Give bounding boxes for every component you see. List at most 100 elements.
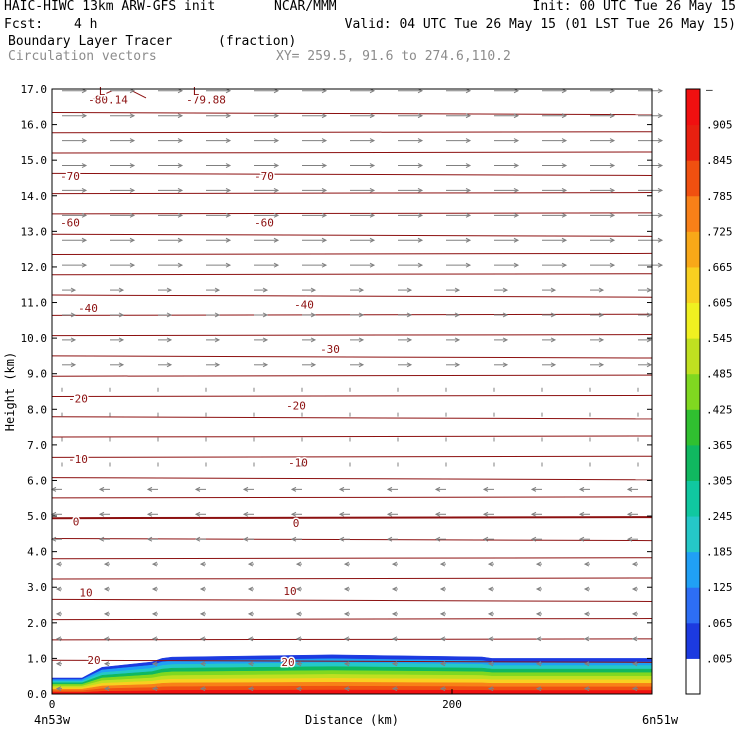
- vector-arrowhead: [199, 561, 206, 567]
- x-left-endpoint-label: 4n53w: [34, 713, 71, 727]
- vector-arrowhead: [103, 636, 110, 642]
- vector-arrowhead: [583, 661, 590, 667]
- vector-arrowhead: [561, 237, 568, 243]
- init-time: Init: 00 UTC Tue 26 May 15: [532, 0, 737, 14]
- vector-arrowhead: [530, 511, 537, 517]
- contour-line: [51, 111, 653, 116]
- vector-arrowhead: [439, 661, 446, 667]
- vector-arrowhead: [146, 536, 153, 542]
- x-axis-title: Distance (km): [305, 713, 399, 727]
- x-tick-label: 0: [49, 698, 56, 711]
- colorbar-frame: [685, 88, 701, 695]
- vector-arrowhead: [273, 212, 280, 218]
- contour-label: -80.14: [88, 94, 128, 107]
- contour-line: [51, 131, 653, 134]
- vector-arrowhead: [513, 113, 520, 119]
- vector-arrowhead: [214, 287, 221, 293]
- colorbar-label: .605: [706, 297, 733, 310]
- colorbar-label: .245: [706, 510, 733, 523]
- vector-arrowhead: [166, 312, 173, 318]
- vector-arrowhead: [55, 661, 62, 667]
- contour-line: [51, 638, 653, 641]
- vector-arrowhead: [214, 337, 221, 343]
- contour-line: [51, 192, 653, 195]
- vector-arrowhead: [561, 138, 568, 144]
- vector-arrowhead: [369, 212, 376, 218]
- vector-arrowhead: [487, 586, 494, 592]
- vector-arrowhead: [338, 511, 345, 517]
- contour-line: [51, 435, 653, 438]
- contour-label: 10: [283, 585, 296, 598]
- vector-arrowhead: [118, 337, 125, 343]
- vector-arrowhead: [502, 312, 509, 318]
- y-tick-label: 11.0: [21, 297, 48, 310]
- contour-label: 0: [293, 517, 300, 530]
- contour-label: -10: [288, 457, 308, 470]
- contour-label: -70: [60, 170, 80, 183]
- contour-label: L: [99, 85, 106, 98]
- vector-arrowhead: [583, 586, 590, 592]
- vector-arrowhead: [535, 636, 542, 642]
- vector-arrowhead: [550, 287, 557, 293]
- vector-arrowhead: [214, 312, 221, 318]
- contour-line: [51, 557, 653, 560]
- vector-arrowhead: [598, 312, 605, 318]
- vector-arrowhead: [310, 337, 317, 343]
- y-axis-title: Height (km): [3, 352, 17, 431]
- vector-arrowhead: [657, 113, 664, 119]
- vector-arrowhead: [502, 287, 509, 293]
- vector-arrowhead: [177, 262, 184, 268]
- vector-arrowhead: [550, 312, 557, 318]
- vector-arrowhead: [513, 187, 520, 193]
- y-tick-label: 3.0: [27, 581, 47, 594]
- vector-arrowhead: [295, 636, 302, 642]
- vector-arrowhead: [631, 661, 638, 667]
- contour-line: [51, 659, 653, 663]
- vector-arrowhead: [482, 511, 489, 517]
- field-units: (fraction): [218, 34, 297, 49]
- vector-arrowhead: [391, 661, 398, 667]
- contour-label: -60: [60, 216, 80, 229]
- contour-label: L: [193, 85, 200, 98]
- vector-arrowhead: [81, 212, 88, 218]
- vector-arrowhead: [343, 661, 350, 667]
- vector-arrowhead: [535, 686, 542, 692]
- colorbar-swatch: [686, 551, 700, 588]
- contour-line: [51, 334, 653, 337]
- colorbar-label: .005: [706, 652, 733, 665]
- vector-arrowhead: [417, 212, 424, 218]
- vector-arrowhead: [290, 511, 297, 517]
- vector-arrowhead: [657, 187, 664, 193]
- vector-arrowhead: [129, 237, 136, 243]
- vector-arrowhead: [295, 561, 302, 567]
- y-tick-label: 7.0: [27, 439, 47, 452]
- vector-arrowhead: [391, 686, 398, 692]
- vector-arrowhead: [358, 312, 365, 318]
- vector-arrowhead: [55, 686, 62, 692]
- vector-arrowhead: [199, 686, 206, 692]
- vector-arrowhead: [118, 312, 125, 318]
- vector-arrowhead: [439, 686, 446, 692]
- contour-label: -20: [286, 400, 306, 413]
- contour-label: -20: [68, 393, 88, 406]
- valid-time: Valid: 04 UTC Tue 26 May 15 (01 LST Tue …: [344, 17, 736, 32]
- vector-arrowhead: [583, 636, 590, 642]
- vector-arrowhead: [513, 138, 520, 144]
- vector-arrowhead: [247, 661, 254, 667]
- vector-arrowhead: [369, 262, 376, 268]
- vector-arrowhead: [177, 163, 184, 168]
- vector-arrowhead: [262, 362, 269, 368]
- vector-arrowhead: [273, 113, 280, 119]
- vector-arrowhead: [151, 661, 158, 667]
- vector-arrowhead: [465, 113, 472, 119]
- vector-arrowhead: [247, 636, 254, 642]
- vector-arrowhead: [194, 486, 201, 492]
- cross-section-coords: XY= 259.5, 91.6 to 274.6,110.2: [276, 49, 511, 64]
- vector-arrowhead: [439, 611, 446, 617]
- contour-label: -70: [254, 170, 274, 183]
- vector-arrowhead: [417, 163, 424, 168]
- colorbar-label: .425: [706, 403, 733, 416]
- colorbar-swatch: [686, 444, 700, 481]
- vector-arrowhead: [290, 486, 297, 492]
